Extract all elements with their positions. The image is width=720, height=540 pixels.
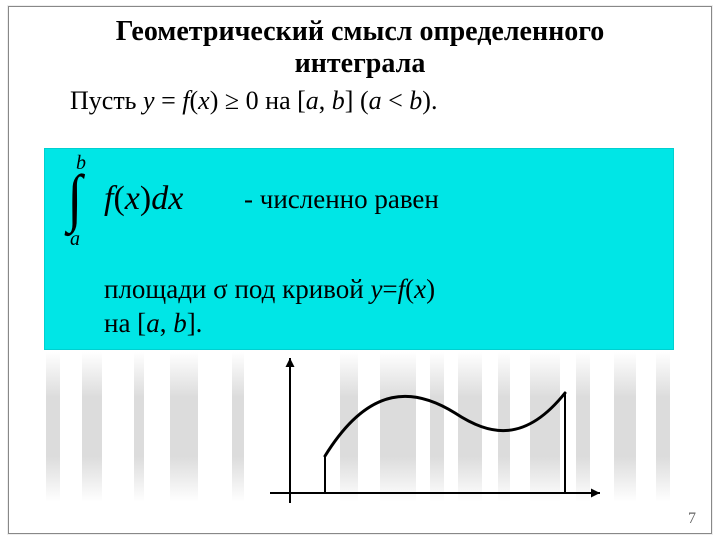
var-b: b xyxy=(409,86,422,115)
text: площади σ под кривой xyxy=(104,274,370,304)
integrand: f(x)dx xyxy=(104,180,183,218)
text: , xyxy=(160,308,174,338)
page-number: 7 xyxy=(688,510,696,528)
text: = xyxy=(382,274,397,304)
var-x: x xyxy=(198,86,210,115)
title-line-1: Геометрический смысл определенного xyxy=(116,16,605,47)
slide-title: Геометрический смысл определенного интег… xyxy=(70,16,650,80)
text: ( xyxy=(113,180,124,217)
text: ( xyxy=(405,274,414,304)
var-a: a xyxy=(369,86,382,115)
var-b: b xyxy=(173,308,187,338)
integral-formula: b ∫ a f(x)dx - численно равен xyxy=(64,158,664,248)
curve-graph xyxy=(270,358,600,503)
header-block: Геометрический смысл определенного интег… xyxy=(70,16,650,116)
text: Пусть xyxy=(70,86,143,115)
integral-sign-icon: ∫ xyxy=(67,172,82,223)
text: ) xyxy=(140,180,151,217)
text: ( xyxy=(190,86,199,115)
integral-lower-limit: a xyxy=(70,228,80,251)
area-description: площади σ под кривой y=f(x) на [a, b]. xyxy=(104,273,664,341)
var-y: y xyxy=(143,86,155,115)
text: ). xyxy=(422,86,437,115)
var-f: f xyxy=(182,86,189,115)
text: ) xyxy=(426,274,435,304)
title-line-2: интеграла xyxy=(295,48,426,79)
var-dx: dx xyxy=(151,180,183,217)
var-a: a xyxy=(306,86,319,115)
text: на [ xyxy=(104,308,146,338)
var-x: x xyxy=(125,180,140,217)
text: < xyxy=(382,86,410,115)
integral-equals-text: - численно равен xyxy=(244,184,439,215)
text: , xyxy=(319,86,332,115)
var-x: x xyxy=(414,274,426,304)
text: ≥ 0 на [ xyxy=(218,86,305,115)
var-b: b xyxy=(332,86,345,115)
var-y: y xyxy=(370,274,382,304)
text: = xyxy=(155,86,183,115)
text: ] ( xyxy=(345,86,369,115)
var-a: a xyxy=(146,308,160,338)
slide-subtitle: Пусть y = f(x) ≥ 0 на [a, b] (a < b). xyxy=(70,86,650,116)
text: ]. xyxy=(187,308,203,338)
